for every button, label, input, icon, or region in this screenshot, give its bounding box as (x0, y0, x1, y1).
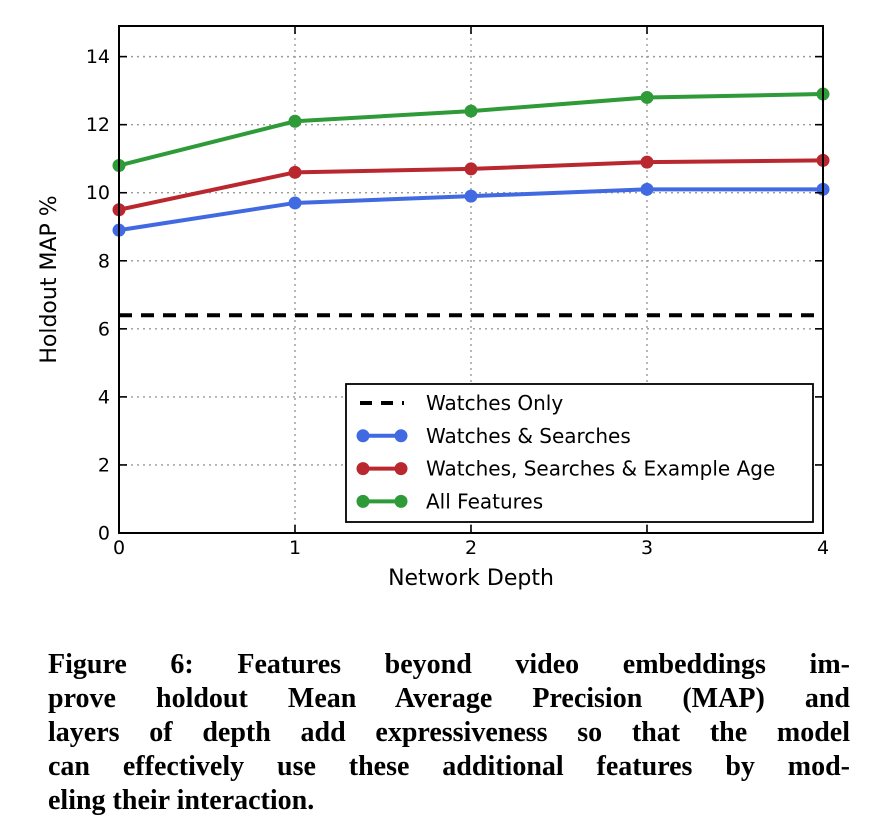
series-marker-watches-searches (464, 189, 478, 203)
y-tick-label: 6 (98, 318, 110, 340)
series-marker-watches-searches-example-age (464, 162, 478, 176)
caption-line: layers of depth add expressiveness so th… (48, 717, 850, 748)
legend-label-watches-searches: Watches & Searches (426, 424, 631, 448)
series-marker-all-features (288, 114, 302, 128)
y-tick-label: 12 (86, 114, 110, 136)
x-tick-label: 3 (641, 537, 653, 559)
x-tick-label: 2 (465, 537, 477, 559)
figure-caption: Figure 6: Features beyond video embeddin… (48, 648, 850, 818)
y-axis-label: Holdout MAP % (37, 195, 62, 363)
y-tick-label: 4 (98, 386, 110, 408)
y-tick-label: 0 (98, 523, 110, 545)
x-axis-label: Network Depth (388, 566, 554, 591)
legend-label-all-features: All Features (426, 489, 543, 513)
legend-box (345, 383, 814, 523)
legend-marker-all-features (394, 494, 408, 508)
legend-marker-all-features (356, 494, 370, 508)
plot-background (0, 0, 896, 620)
x-tick-label: 1 (289, 537, 301, 559)
caption-line: prove holdout Mean Average Precision (MA… (48, 683, 850, 714)
series-marker-all-features (640, 90, 654, 104)
legend-label-watches-only: Watches Only (426, 391, 563, 415)
series-marker-watches-searches (288, 196, 302, 210)
y-tick-label: 2 (98, 454, 110, 476)
series-marker-watches-searches (640, 182, 654, 196)
y-tick-label: 10 (86, 182, 110, 204)
x-tick-label: 4 (817, 537, 829, 559)
legend-marker-watches-searches (356, 429, 370, 443)
x-tick-label: 0 (113, 537, 125, 559)
legend-label-watches-searches-example-age: Watches, Searches & Example Age (426, 457, 775, 481)
legend-marker-watches-searches (394, 429, 408, 443)
series-marker-all-features (464, 104, 478, 118)
legend-marker-watches-searches-example-age (356, 462, 370, 476)
caption-line: eling their interaction. (48, 785, 315, 816)
series-marker-watches-searches-example-age (640, 155, 654, 169)
legend-marker-watches-searches-example-age (394, 462, 408, 476)
y-tick-label: 14 (86, 46, 110, 68)
y-tick-label: 8 (98, 250, 110, 272)
caption-line: Figure 6: Features beyond video embeddin… (48, 649, 850, 680)
series-marker-watches-searches-example-age (288, 165, 302, 179)
caption-line: can effectively use these additional fea… (48, 751, 850, 782)
